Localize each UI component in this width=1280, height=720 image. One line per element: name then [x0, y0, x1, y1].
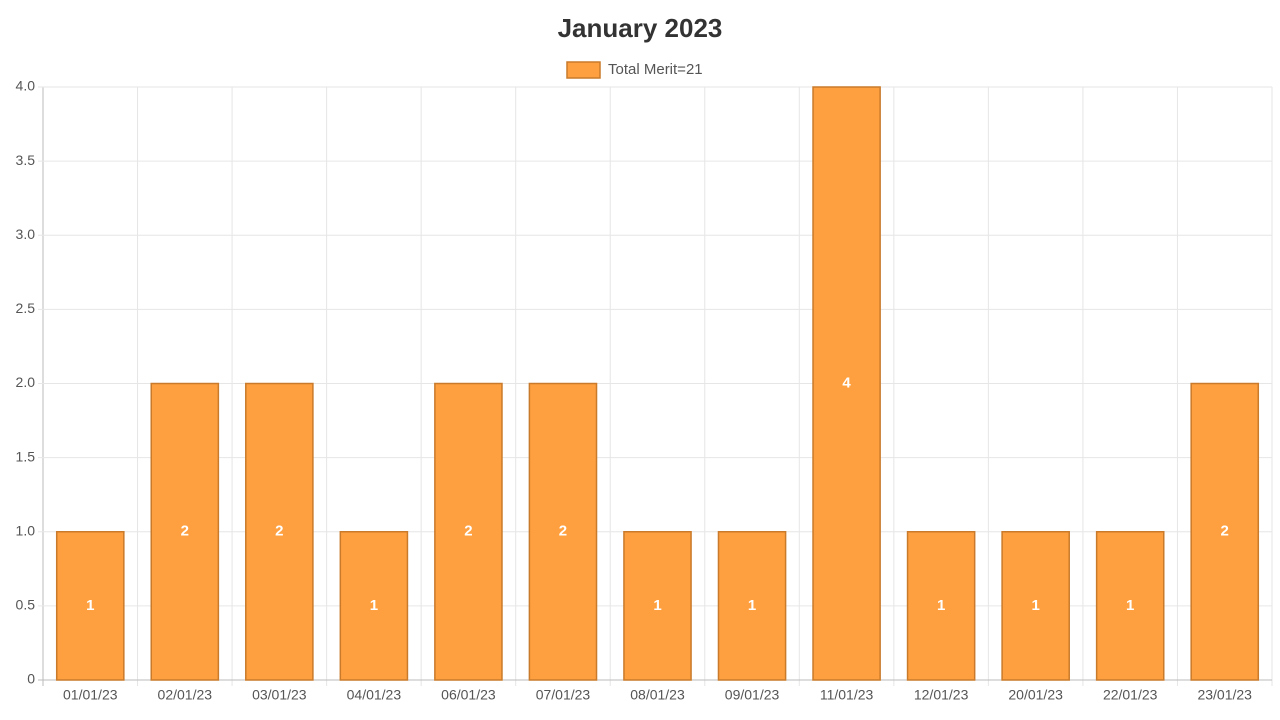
data-label: 2 [275, 523, 283, 540]
y-tick-label: 3.5 [16, 152, 36, 168]
bar [339, 531, 409, 681]
bar [434, 382, 503, 681]
x-tick-label: 01/01/23 [63, 687, 118, 703]
data-label: 1 [748, 597, 756, 614]
bar [1001, 531, 1070, 681]
data-label: 4 [842, 374, 851, 391]
bar [1095, 531, 1165, 681]
x-tick-label: 20/01/23 [1008, 687, 1063, 703]
legend-label: Total Merit=21 [608, 61, 703, 78]
bar [150, 382, 220, 681]
x-tick-label: 02/01/23 [158, 687, 213, 703]
y-tick-label: 1.5 [16, 448, 36, 464]
x-tick-label: 07/01/23 [536, 687, 591, 703]
bar [906, 531, 976, 681]
bar [717, 531, 787, 681]
x-tick-label: 04/01/23 [347, 687, 402, 703]
y-tick-label: 4.0 [16, 78, 36, 94]
x-tick-label: 11/01/23 [820, 687, 874, 703]
y-tick-label: 2.0 [16, 374, 36, 390]
x-tick-label: 06/01/23 [441, 687, 496, 703]
bar [812, 86, 881, 681]
y-tick-label: 1.0 [16, 522, 36, 538]
x-tick-label: 12/01/23 [914, 687, 969, 703]
y-tick-label: 0 [27, 671, 35, 687]
y-tick-label: 0.5 [16, 597, 36, 613]
chart-title: January 2023 [558, 13, 723, 43]
data-label: 2 [1221, 523, 1229, 540]
legend-swatch [566, 61, 601, 79]
bar [623, 531, 692, 681]
x-tick-label: 23/01/23 [1197, 687, 1252, 703]
bar [528, 382, 598, 681]
data-label: 1 [86, 597, 94, 614]
data-label: 1 [937, 597, 945, 614]
data-label: 1 [1031, 597, 1039, 614]
x-tick-label: 08/01/23 [630, 687, 685, 703]
data-label: 2 [464, 523, 472, 540]
data-label: 1 [653, 597, 661, 614]
data-label: 1 [1126, 597, 1134, 614]
x-tick-label: 22/01/23 [1103, 687, 1158, 703]
x-tick-label: 09/01/23 [725, 687, 780, 703]
x-tick-label: 03/01/23 [252, 687, 307, 703]
bar [245, 382, 314, 681]
data-label: 2 [181, 523, 189, 540]
data-label: 1 [370, 597, 378, 614]
y-tick-label: 3.0 [16, 226, 36, 242]
bar [55, 531, 125, 681]
data-label: 2 [559, 523, 567, 540]
y-tick-label: 2.5 [16, 300, 36, 316]
bar [1190, 382, 1260, 681]
